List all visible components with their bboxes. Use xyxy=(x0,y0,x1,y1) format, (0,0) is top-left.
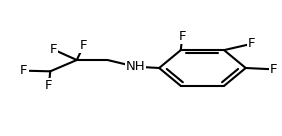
Text: F: F xyxy=(20,64,27,77)
Text: F: F xyxy=(49,43,57,56)
Text: F: F xyxy=(179,30,186,43)
Text: F: F xyxy=(248,37,256,50)
Text: F: F xyxy=(80,39,87,52)
Text: NH: NH xyxy=(125,60,145,73)
Text: F: F xyxy=(45,79,53,92)
Text: F: F xyxy=(270,63,277,76)
